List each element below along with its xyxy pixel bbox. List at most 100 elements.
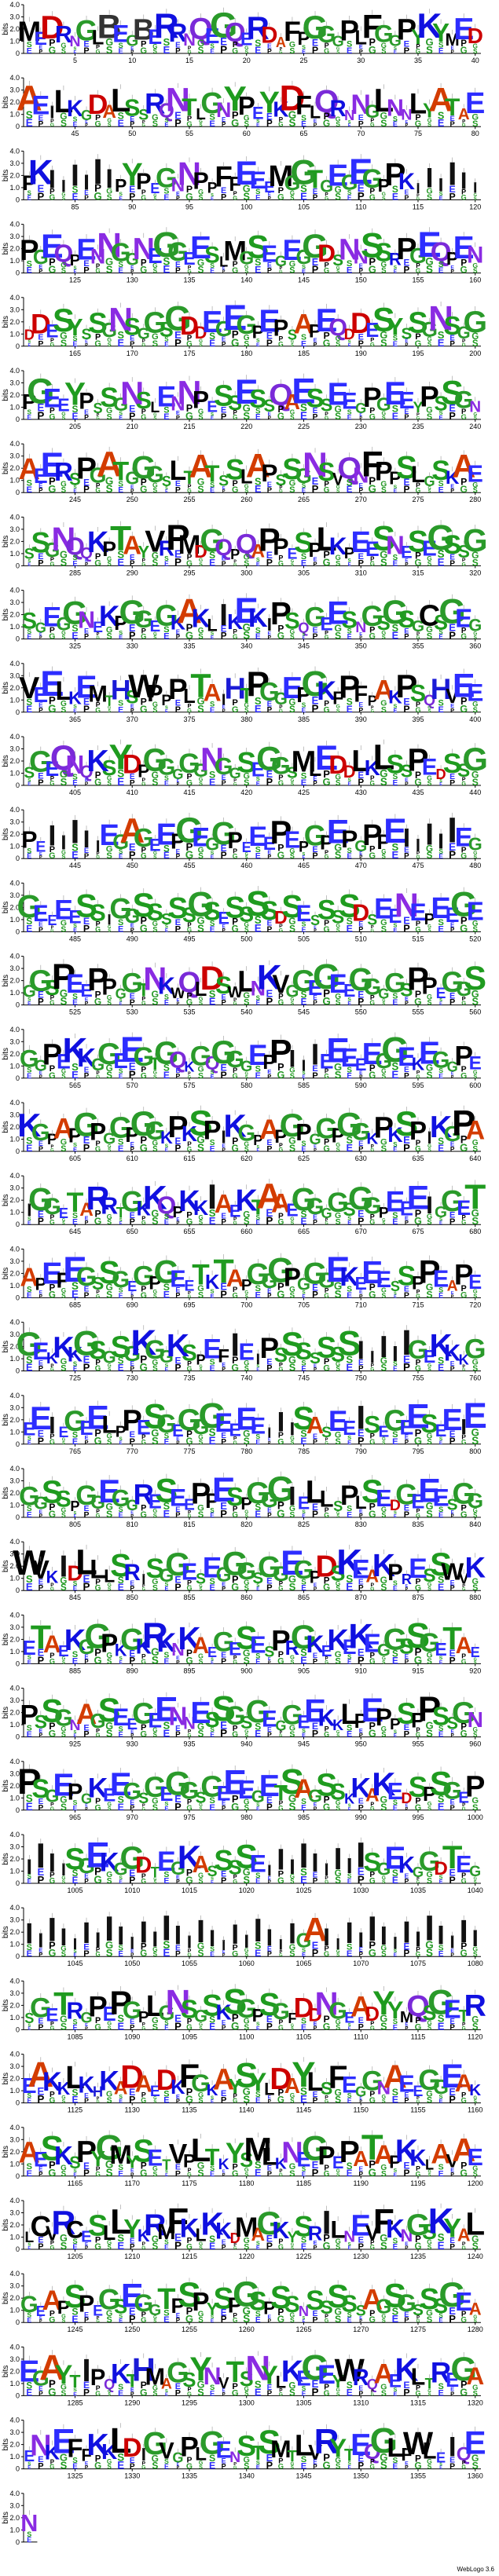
logo-letter-small: E (267, 481, 272, 488)
logo-letter-small: S (211, 193, 214, 198)
logo-letter-small: E (348, 781, 352, 787)
logo-letter-small: G (61, 629, 66, 636)
logo-letter-small: S (152, 1365, 158, 1374)
logo-letter-small: S (73, 115, 78, 123)
logo-letter-small: E (163, 851, 170, 861)
logo-letter: L (92, 27, 105, 49)
logo-letter-small: G (278, 779, 284, 787)
logo-letter-small: G (50, 1000, 54, 1007)
logo-letter: G (424, 474, 435, 489)
logo-letter-small: G (325, 1659, 328, 1665)
logo-letter-small: G (50, 1806, 54, 1812)
logo-letter-small: E (392, 1437, 398, 1447)
x-tick-label: 525 (69, 1008, 81, 1016)
logo-letter: P (389, 468, 401, 488)
logo-letter: P (446, 248, 458, 269)
logo-letter-small: E (28, 1878, 31, 1885)
logo-letter-small: S (335, 631, 341, 642)
logo-letter-small: P (449, 998, 455, 1008)
logo-letter-small: P (405, 342, 408, 348)
logo-letter-small: G (49, 1509, 56, 1520)
logo-letter-small: P (84, 1072, 90, 1081)
logo-letter-small: E (301, 120, 306, 129)
logo-letter-small: S (428, 489, 431, 494)
y-tick-label: 2.0 (9, 464, 20, 472)
logo-letter-small: P (369, 37, 376, 48)
logo-letter-small: E (312, 475, 319, 487)
logo-letter-small: E (404, 408, 409, 415)
y-axis-label: bits (2, 755, 10, 767)
x-tick-label: 695 (183, 1301, 195, 1308)
x-tick-label: 1000 (468, 1813, 483, 1821)
logo-letter-small: S (199, 1877, 204, 1885)
logo-letter-small: E (255, 265, 261, 276)
logo-letter-small: P (462, 119, 465, 125)
logo-letter-small: S (107, 1877, 112, 1886)
logo-letter-small: E (73, 269, 76, 275)
logo-letter-small: E (255, 852, 261, 861)
logo-letter-small: P (37, 410, 44, 422)
logo-letter-small: G (416, 268, 420, 275)
logo-letter-small: P (450, 926, 454, 933)
logo-letter-small: E (210, 267, 215, 275)
logo-letter: R (389, 250, 402, 269)
logo-letter-small: E (72, 559, 77, 567)
logo-letter: E (264, 178, 275, 196)
logo-letter-small: S (336, 1366, 339, 1373)
logo-letter-small: G (60, 550, 68, 561)
x-tick-label: 880 (469, 1594, 481, 1601)
logo-letter-small: S (439, 409, 443, 416)
logo-letter-small: S (438, 480, 444, 488)
logo-letter-small: S (336, 999, 341, 1008)
logo-letter-small: G (323, 557, 331, 568)
logo-letter-small: P (267, 706, 273, 715)
logo-letter-small: G (371, 928, 375, 933)
logo-letter-small: P (129, 191, 135, 202)
logo-letter-small: P (232, 109, 239, 121)
logo-letter-small: G (94, 190, 101, 202)
logo-letter-small: E (27, 1511, 32, 1520)
logo-letter-small: S (28, 409, 32, 416)
logo-letter: E (422, 536, 437, 561)
logo-letter-small: E (267, 42, 272, 49)
logo-letter-small: E (27, 1949, 32, 1959)
x-tick-label: 75 (414, 130, 422, 137)
y-tick-label: 3.0 (9, 818, 20, 826)
logo-letter-small: E (405, 120, 409, 125)
logo-letter-small: E (164, 1657, 170, 1666)
logo-letter: L (409, 88, 427, 120)
logo-letter-small: E (438, 486, 444, 495)
logo-letter-small: E (165, 1367, 169, 1373)
logo-letter-small: P (279, 266, 282, 271)
logo-letter-small: S (393, 335, 398, 342)
logo-letter-small: E (449, 554, 455, 562)
logo-letter-small: E (438, 634, 442, 641)
logo-letter-small: S (107, 413, 112, 422)
logo-letter-small: E (392, 1656, 398, 1666)
logo-letter-small: P (405, 193, 409, 201)
logo-letter-small: S (210, 262, 215, 269)
y-axis-label: bits (2, 1707, 10, 1719)
logo-letter: E (252, 103, 264, 123)
x-tick-label: 90 (128, 203, 136, 210)
logo-letter-small: G (369, 1438, 375, 1446)
logo-letter-small: S (255, 257, 261, 268)
logo-letter-small: E (268, 412, 272, 417)
logo-letter-small: P (449, 411, 456, 422)
logo-letter-small: S (427, 1657, 432, 1666)
logo-letter-small: P (83, 266, 90, 276)
logo-letter-small: E (222, 266, 226, 271)
logo-letter-small: P (83, 46, 89, 56)
logo-letter-small: P (314, 341, 317, 348)
logo-letter-small: P (39, 1732, 42, 1739)
logo-letter-small: G (370, 1805, 375, 1812)
logo-letter: G (296, 247, 312, 269)
logo-letter-small: G (243, 184, 251, 195)
logo-letter-small: G (94, 997, 101, 1008)
logo-letter-small: P (39, 636, 42, 641)
logo-letter-small: P (370, 117, 374, 124)
x-tick-label: 380 (240, 715, 252, 723)
x-tick-label: 665 (298, 1228, 310, 1235)
logo-letter-small: P (84, 633, 89, 641)
logo-letter-small: P (267, 1292, 271, 1299)
